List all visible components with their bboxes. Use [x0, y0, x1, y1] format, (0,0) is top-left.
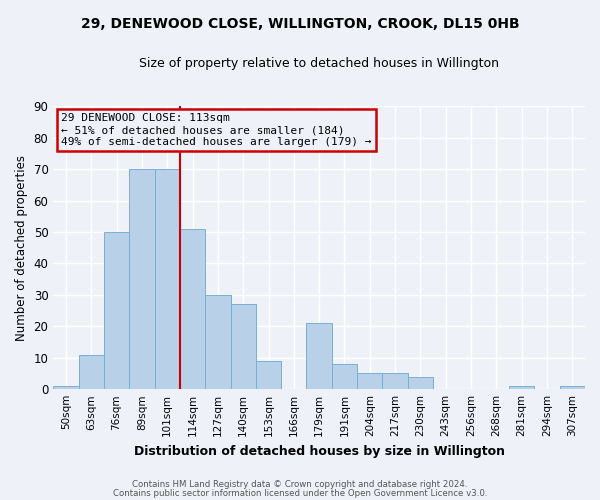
Bar [205, 295, 230, 389]
Text: Contains HM Land Registry data © Crown copyright and database right 2024.: Contains HM Land Registry data © Crown c… [132, 480, 468, 489]
Bar [129, 169, 155, 389]
X-axis label: Distribution of detached houses by size in Willington: Distribution of detached houses by size … [134, 444, 505, 458]
Bar [53, 386, 79, 389]
Text: Contains public sector information licensed under the Open Government Licence v3: Contains public sector information licen… [113, 488, 487, 498]
Bar [332, 364, 357, 389]
Bar [509, 386, 535, 389]
Bar [230, 304, 256, 389]
Text: 29, DENEWOOD CLOSE, WILLINGTON, CROOK, DL15 0HB: 29, DENEWOOD CLOSE, WILLINGTON, CROOK, D… [80, 18, 520, 32]
Bar [307, 323, 332, 389]
Bar [180, 229, 205, 389]
Title: Size of property relative to detached houses in Willington: Size of property relative to detached ho… [139, 58, 499, 70]
Bar [79, 354, 104, 389]
Bar [155, 169, 180, 389]
Bar [104, 232, 129, 389]
Bar [408, 376, 433, 389]
Bar [382, 374, 408, 389]
Bar [256, 361, 281, 389]
Text: 29 DENEWOOD CLOSE: 113sqm
← 51% of detached houses are smaller (184)
49% of semi: 29 DENEWOOD CLOSE: 113sqm ← 51% of detac… [61, 114, 372, 146]
Bar [560, 386, 585, 389]
Y-axis label: Number of detached properties: Number of detached properties [15, 155, 28, 341]
Bar [357, 374, 382, 389]
